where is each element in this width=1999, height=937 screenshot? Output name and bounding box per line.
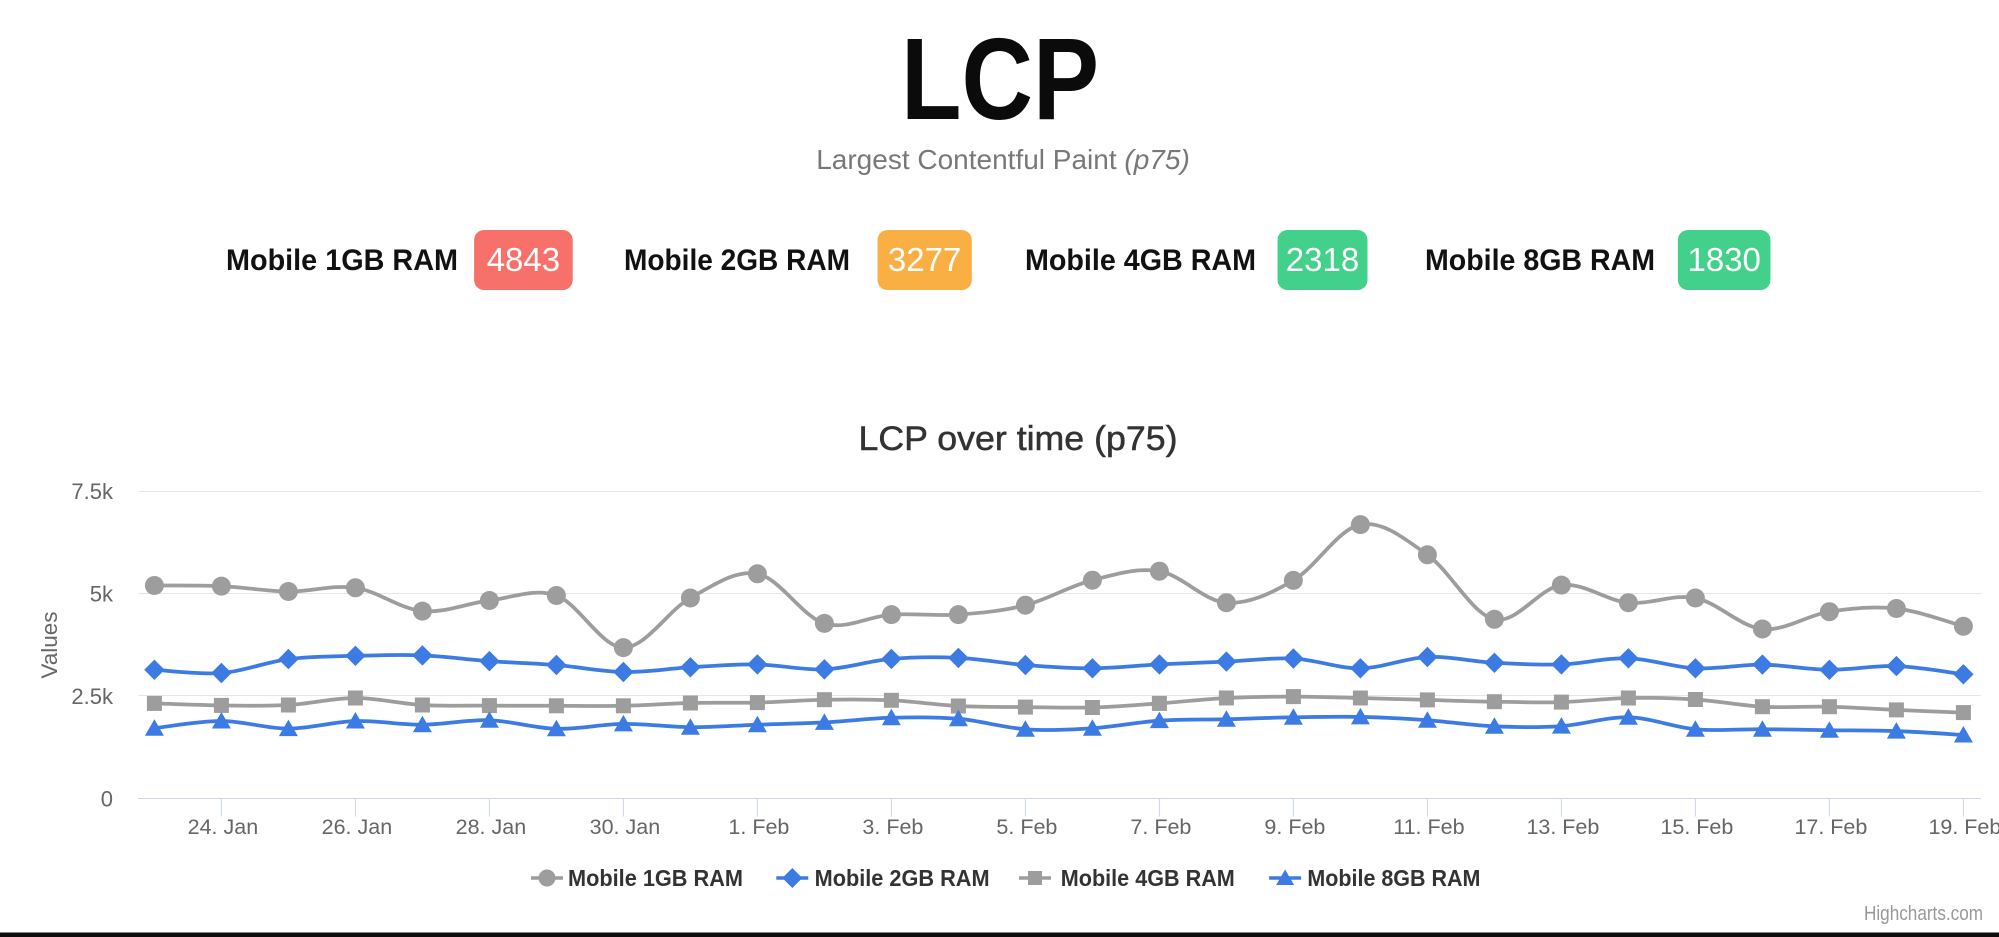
svg-text:30. Jan: 30. Jan <box>590 815 661 839</box>
svg-text:LCP: LCP <box>901 14 1099 144</box>
svg-text:15. Feb: 15. Feb <box>1660 815 1733 839</box>
svg-text:Mobile 8GB RAM: Mobile 8GB RAM <box>1425 244 1655 277</box>
svg-text:17. Feb: 17. Feb <box>1794 815 1867 839</box>
svg-text:LCP over time (p75): LCP over time (p75) <box>859 420 1178 458</box>
svg-text:Mobile 1GB RAM: Mobile 1GB RAM <box>226 244 458 277</box>
svg-text:2318: 2318 <box>1286 241 1359 278</box>
svg-text:26. Jan: 26. Jan <box>322 815 393 839</box>
svg-text:Highcharts.com: Highcharts.com <box>1864 903 1983 925</box>
svg-text:Mobile 2GB RAM: Mobile 2GB RAM <box>815 865 990 891</box>
svg-text:2.5k: 2.5k <box>71 684 114 709</box>
svg-text:28. Jan: 28. Jan <box>456 815 527 839</box>
svg-text:19. Feb: 19. Feb <box>1928 815 1999 839</box>
svg-text:3. Feb: 3. Feb <box>862 815 923 839</box>
svg-text:7.5k: 7.5k <box>71 479 114 504</box>
svg-text:5. Feb: 5. Feb <box>996 815 1057 839</box>
svg-text:0: 0 <box>101 787 113 812</box>
svg-text:3277: 3277 <box>888 241 961 278</box>
svg-text:Mobile 8GB RAM: Mobile 8GB RAM <box>1307 865 1480 891</box>
svg-text:9. Feb: 9. Feb <box>1264 815 1325 839</box>
svg-text:Mobile 1GB RAM: Mobile 1GB RAM <box>568 865 743 891</box>
svg-text:Largest Contentful Paint (p75): Largest Contentful Paint (p75) <box>816 144 1190 175</box>
svg-text:Values: Values <box>37 611 62 678</box>
svg-text:7. Feb: 7. Feb <box>1130 815 1191 839</box>
svg-text:Mobile 2GB RAM: Mobile 2GB RAM <box>624 244 850 277</box>
svg-text:13. Feb: 13. Feb <box>1526 815 1599 839</box>
svg-text:Mobile 4GB RAM: Mobile 4GB RAM <box>1061 865 1235 891</box>
svg-text:Mobile 4GB RAM: Mobile 4GB RAM <box>1025 244 1256 277</box>
svg-text:1. Feb: 1. Feb <box>728 815 789 839</box>
svg-text:5k: 5k <box>90 582 114 607</box>
svg-text:1830: 1830 <box>1687 241 1760 278</box>
svg-text:11. Feb: 11. Feb <box>1393 815 1464 839</box>
svg-text:24. Jan: 24. Jan <box>188 815 259 839</box>
svg-text:4843: 4843 <box>487 241 560 278</box>
